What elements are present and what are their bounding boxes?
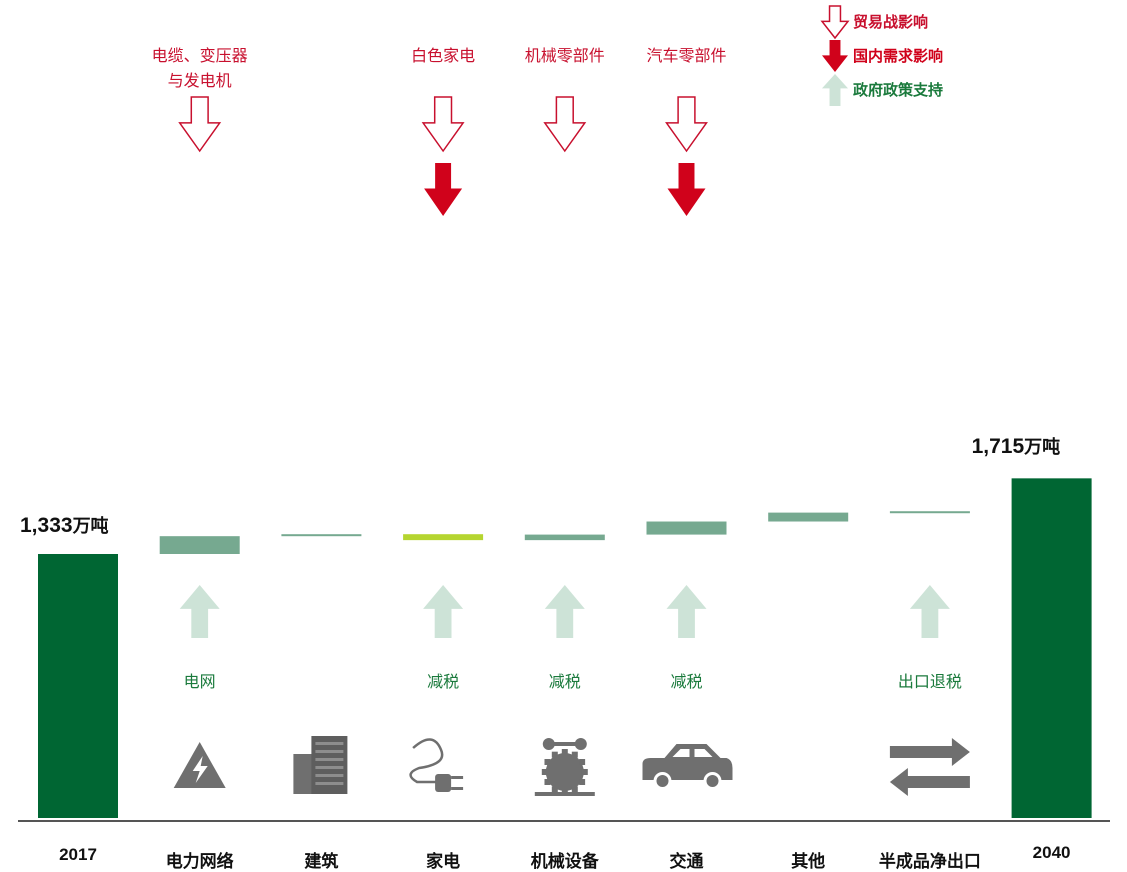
policy-arrow-step-6 [909,585,950,638]
policy-arrow-step-3 [544,585,585,638]
gear-large [545,753,584,791]
trade-war-arrow-step-3 [543,96,587,153]
window-row [315,774,344,777]
window-row [315,742,344,745]
policy-arrow-step-0 [179,585,220,638]
total-label-2040: 1,715万吨 [972,433,1061,459]
building-left [293,754,314,794]
gear-tooth [551,786,558,793]
legend-label-0: 贸易战影响 [853,13,929,31]
bar-step-4 [646,521,727,535]
top-note-step-4: 汽车零部件 [646,46,727,65]
top-note-step-0: 电缆、变压器 与发电机 [151,46,248,90]
policy-arrow-step-2 [423,585,464,638]
total-unit-2017: 万吨 [72,516,109,537]
x-label-step-6: 半成品净出口 [878,852,981,872]
top-note-step-2: 白色家电 [411,46,476,65]
car-window-right [694,749,713,757]
bar-2040 [1011,478,1092,818]
legend-label-2: 政府政策支持 [853,81,944,99]
x-label-step-1: 建筑 [304,852,339,872]
policy-arrow-step-4 [666,585,707,638]
prong-top [451,776,464,779]
policy-label-step-4: 减税 [670,672,703,691]
gear-tooth [579,759,586,765]
window-row [315,750,344,753]
bar-2017 [38,554,118,818]
gear-tooth [579,779,586,785]
gear-tooth [541,769,548,775]
buildings-icon-1 [293,736,348,794]
domestic-demand-arrow-step-2 [424,163,463,216]
gear-tooth [561,749,568,755]
x-label-step-4: 交通 [669,852,704,872]
gear-tooth [551,751,558,758]
legend-symbol-2 [822,74,848,106]
total-value-2017: 1,333 [20,514,73,537]
domestic-demand-arrow-step-4 [667,163,706,216]
gear-tooth [544,779,551,785]
top-note-step-3: 机械零部件 [524,46,605,65]
legend-symbol-1 [822,40,848,72]
x-label-2040: 2040 [1032,843,1071,862]
policy-label-step-6: 出口退税 [897,672,962,691]
base-plate [534,792,595,796]
total-value-2040: 1,715 [971,435,1025,459]
arrow-right [889,738,970,766]
car-icon-4 [642,744,733,790]
legend-label-1: 国内需求影响 [853,47,944,65]
plug-icon-2 [409,738,464,792]
prong-bottom [451,787,464,790]
car-body [642,744,733,780]
gears-icon-3 [534,738,595,796]
x-label-2017: 2017 [59,845,97,864]
x-label-step-3: 机械设备 [530,852,599,872]
total-unit-2040: 万吨 [1024,437,1061,459]
cord [409,738,444,784]
gear-tooth [571,786,578,793]
total-label-2017: 1,333万吨 [20,512,109,538]
trade-war-arrow-step-0 [178,96,222,153]
bar-step-0 [159,536,240,554]
window-row [315,782,344,785]
policy-label-step-3: 减税 [548,672,581,691]
bar-step-1 [281,534,362,537]
exchange-arrows-icon-6 [889,738,970,796]
gear-tooth [544,759,551,765]
wheel-left [656,775,669,787]
policy-label-step-0: 电网 [183,672,216,691]
policy-label-step-2: 减税 [427,672,460,691]
bar-step-5 [768,512,849,522]
bar-step-6 [889,511,970,514]
trade-war-arrow-step-2 [421,96,465,153]
bar-step-2 [403,534,484,541]
x-label-step-5: 其他 [791,852,826,872]
x-label-step-2: 家电 [426,852,461,872]
gear-tooth [581,769,588,775]
bar-step-3 [524,534,605,541]
wheel-right [706,775,719,787]
arrow-left [889,768,970,796]
belt [548,742,581,746]
plug-body [435,774,452,792]
trade-war-arrow-step-4 [665,96,708,153]
window-row [315,758,344,761]
gear-tooth [571,751,578,758]
electric-hazard-icon-0 [173,742,226,788]
legend-symbol-0 [820,5,850,40]
x-label-step-0: 电力网络 [165,852,234,872]
car-window-left [672,749,690,757]
lightning-bolt [192,756,208,783]
window-row [315,766,344,769]
